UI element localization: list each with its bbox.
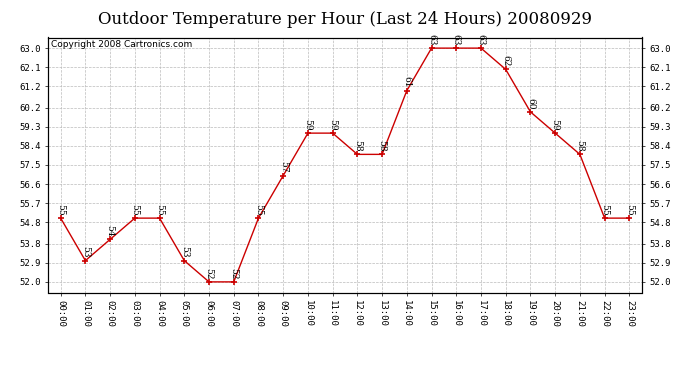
- Text: 58: 58: [575, 140, 584, 152]
- Text: 58: 58: [377, 140, 386, 152]
- Text: 57: 57: [279, 161, 288, 173]
- Text: 55: 55: [254, 204, 263, 215]
- Text: 55: 55: [130, 204, 139, 215]
- Text: 61: 61: [402, 76, 411, 88]
- Text: 60: 60: [526, 98, 535, 109]
- Text: 63: 63: [477, 34, 486, 45]
- Text: 55: 55: [56, 204, 65, 215]
- Text: 59: 59: [304, 119, 313, 130]
- Text: 55: 55: [600, 204, 609, 215]
- Text: 54: 54: [106, 225, 115, 237]
- Text: 58: 58: [353, 140, 362, 152]
- Text: 55: 55: [155, 204, 164, 215]
- Text: 53: 53: [180, 246, 189, 258]
- Text: 55: 55: [625, 204, 634, 215]
- Text: 63: 63: [427, 34, 436, 45]
- Text: Copyright 2008 Cartronics.com: Copyright 2008 Cartronics.com: [51, 40, 193, 49]
- Text: 63: 63: [452, 34, 461, 45]
- Text: 62: 62: [501, 55, 510, 67]
- Text: Outdoor Temperature per Hour (Last 24 Hours) 20080929: Outdoor Temperature per Hour (Last 24 Ho…: [98, 11, 592, 28]
- Text: 59: 59: [328, 119, 337, 130]
- Text: 59: 59: [551, 119, 560, 130]
- Text: 52: 52: [204, 268, 213, 279]
- Text: 53: 53: [81, 246, 90, 258]
- Text: 52: 52: [229, 268, 238, 279]
